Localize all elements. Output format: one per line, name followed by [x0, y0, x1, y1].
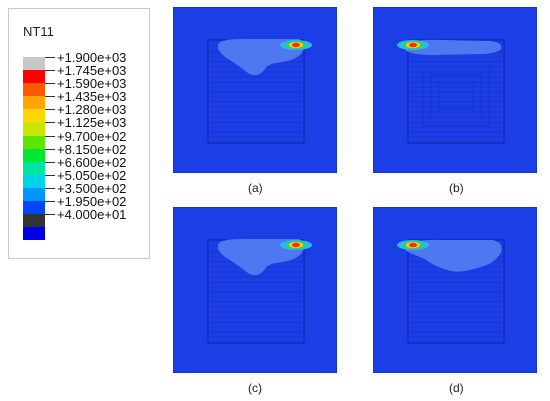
- legend-swatch: [23, 187, 45, 202]
- caption-b: (b): [449, 181, 464, 195]
- panel-d: [373, 207, 537, 373]
- legend-swatch: [23, 148, 45, 162]
- legend-swatch: [23, 109, 45, 123]
- panel-b: [373, 7, 537, 173]
- legend-value: +1.745e+03: [57, 63, 127, 79]
- legend-swatch: [23, 96, 45, 110]
- melt-pool: [217, 239, 304, 276]
- legend-value: +1.900e+03: [57, 50, 127, 65]
- legend-swatch: [23, 214, 45, 228]
- legend-value: +9.700e+02: [57, 128, 127, 144]
- legend-value: +8.150e+02: [57, 141, 127, 157]
- hot-spot: [409, 242, 417, 248]
- legend-value: +1.280e+03: [57, 102, 127, 118]
- legend-swatch: [23, 122, 45, 136]
- panel-a: [173, 7, 337, 173]
- plate-field: [173, 7, 337, 173]
- legend-swatch: [23, 135, 45, 149]
- legend-swatch: [23, 174, 45, 188]
- caption-c: (c): [248, 381, 262, 395]
- legend-swatch: [23, 201, 45, 215]
- legend-swatch: [23, 161, 45, 175]
- hot-spot: [409, 42, 417, 48]
- legend-value: +1.950e+02: [57, 194, 127, 210]
- legend-value: +5.050e+02: [57, 167, 127, 183]
- legend-title: NT11: [23, 24, 54, 39]
- legend-value: +1.590e+03: [57, 76, 127, 92]
- legend-swatch: [23, 227, 45, 241]
- raster-pattern: [422, 66, 490, 126]
- legend-value: +3.500e+02: [57, 180, 127, 196]
- hot-spot: [292, 242, 300, 248]
- legend-value: +1.435e+03: [57, 89, 127, 105]
- caption-a: (a): [248, 181, 263, 195]
- legend-swatch: [23, 70, 45, 84]
- legend-value: +1.125e+03: [57, 115, 127, 131]
- plate-field: [173, 207, 337, 373]
- melt-pool: [217, 39, 304, 76]
- panel-c: [173, 207, 337, 373]
- deposit-outline: [407, 39, 505, 144]
- plate-field: [373, 7, 537, 173]
- legend-value: +4.000e+01: [57, 207, 127, 223]
- caption-d: (d): [449, 381, 464, 395]
- plate-field: [373, 207, 537, 373]
- hot-spot: [292, 42, 300, 48]
- melt-pool: [405, 39, 502, 55]
- melt-pool: [405, 239, 502, 272]
- legend-swatch: [23, 57, 45, 71]
- legend: NT11 +1.900e+03 +1.745e+03 +1.590e+03 +1…: [8, 8, 150, 259]
- legend-value: +6.600e+02: [57, 154, 127, 170]
- legend-swatch: [23, 83, 45, 97]
